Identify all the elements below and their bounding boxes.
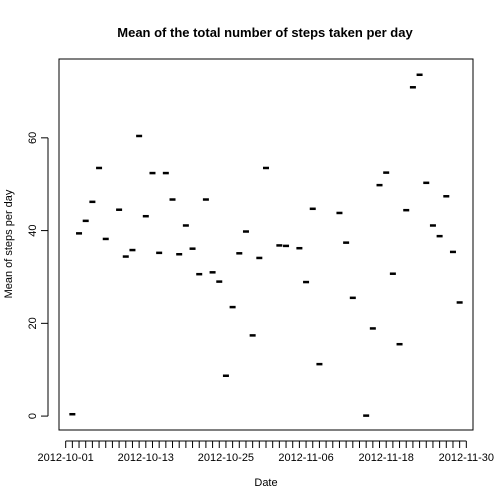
x-tick-label: 2012-11-06 <box>278 452 333 464</box>
y-tick-label: 60 <box>27 132 39 144</box>
x-tick-label: 2012-11-18 <box>358 452 413 464</box>
y-tick-label: 40 <box>27 224 39 236</box>
y-tick-label: 0 <box>27 413 39 419</box>
x-tick-label: 2012-10-01 <box>38 452 94 464</box>
plot-frame <box>58 58 474 431</box>
data-points <box>69 73 463 417</box>
x-tick-label: 2012-10-25 <box>198 452 254 464</box>
chart-title: Mean of the total number of steps taken … <box>117 25 413 40</box>
y-axis: 0 20 40 60 <box>27 132 49 419</box>
x-tick-label: 2012-10-13 <box>118 452 174 464</box>
y-tick-label: 20 <box>27 317 39 329</box>
x-tick-label: 2012-11-30 <box>439 452 494 464</box>
x-axis: 2012-10-01 2012-10-13 2012-10-25 2012-11-06… <box>38 440 494 464</box>
y-axis-title: Mean of steps per day <box>3 189 15 298</box>
x-axis-title: Date <box>254 477 277 489</box>
